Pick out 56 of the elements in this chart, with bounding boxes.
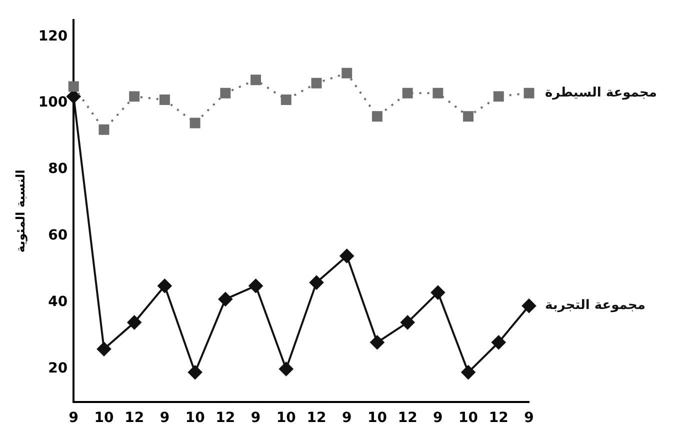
point [522,298,536,313]
point [250,74,262,86]
point [430,286,445,300]
point [370,335,384,350]
point [218,292,232,306]
x-tick-label: 12 [488,410,508,426]
x-tick-label: 9 [68,410,78,426]
x-tick-label: 12 [306,410,326,426]
point [309,276,324,290]
series-label: مجموعة السيطرة [545,85,657,100]
point [127,315,142,330]
x-tick-label: 12 [124,410,144,426]
y-tick-label: 80 [48,161,68,178]
y-tick-label: 100 [38,94,68,111]
point [342,68,352,78]
x-tick-label: 9 [524,410,534,426]
point [492,335,506,350]
point [158,278,172,293]
y-tick-label: 20 [48,360,68,377]
point [68,81,79,92]
point [372,111,382,122]
point [96,342,111,356]
y-tick-label: 60 [48,228,68,244]
point [280,94,292,106]
x-tick-label: 10 [276,410,296,426]
y-axis-title: النسبة المئوية [13,170,28,253]
point [129,91,140,102]
point [311,78,322,88]
x-tick-label: 10 [94,410,114,426]
x-tick-label: 12 [216,410,236,426]
point [400,315,415,330]
y-tick-label: 120 [38,28,68,44]
point [188,365,202,380]
point [279,362,294,376]
x-tick-label: 10 [185,410,206,426]
point [340,248,354,263]
x-tick-label: 10 [458,410,478,426]
point [402,88,413,98]
point [248,278,263,293]
x-tick-label: 9 [250,410,261,426]
point [159,94,170,106]
point [493,91,504,102]
x-tick-label: 10 [367,410,388,426]
point [190,118,200,128]
point [461,365,476,380]
point [524,88,534,98]
point [432,88,444,98]
point [98,124,110,135]
point [220,88,231,98]
x-tick-label: 9 [160,410,170,426]
point [463,111,474,122]
x-tick-label: 12 [398,410,418,426]
x-tick-label: 9 [433,410,443,426]
series-label: مجموعة التجربة [545,298,646,314]
x-tick-label: 9 [342,410,352,426]
y-tick-label: 40 [48,294,68,310]
